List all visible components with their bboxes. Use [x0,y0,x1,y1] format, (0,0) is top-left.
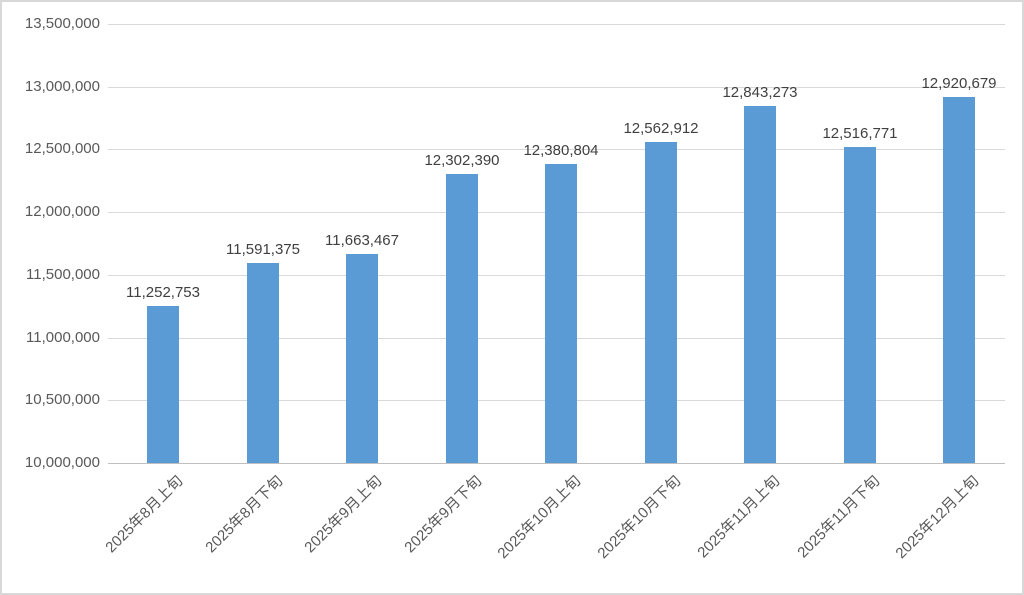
bar[interactable] [446,174,478,463]
y-axis-tick-label: 13,500,000 [24,15,100,32]
x-axis-line [108,463,1005,464]
bar-value-label: 12,920,679 [921,75,997,92]
bar[interactable] [147,306,179,463]
bar[interactable] [744,106,776,463]
bar-value-label: 11,591,375 [226,241,300,258]
y-axis-tick-label: 12,500,000 [24,140,100,157]
bar-value-label: 12,516,771 [822,125,898,142]
gridline [108,149,1005,150]
bar-value-label: 12,843,273 [722,84,798,101]
bar-value-label: 12,562,912 [623,120,699,137]
bar[interactable] [645,142,677,463]
bar[interactable] [247,263,279,463]
bar-value-label: 12,302,390 [424,152,500,169]
x-axis-tick-label: 2025年8月上旬 [102,472,187,557]
y-axis-tick-label: 11,000,000 [26,329,100,346]
y-axis-tick-label: 12,000,000 [24,203,100,220]
gridline [108,24,1005,25]
y-axis-tick-label: 13,000,000 [24,78,100,95]
bar-value-label: 11,663,467 [325,232,399,249]
gridline [108,87,1005,88]
bar[interactable] [346,254,378,463]
y-axis-tick-label: 10,000,000 [24,454,100,471]
bar-value-label: 12,380,804 [523,142,599,159]
bar[interactable] [943,97,975,463]
bar[interactable] [545,164,577,463]
y-axis-tick-label: 11,500,000 [26,266,100,283]
bar[interactable] [844,147,876,463]
y-axis-tick-label: 10,500,000 [24,391,100,408]
bar-value-label: 11,252,753 [126,284,200,301]
